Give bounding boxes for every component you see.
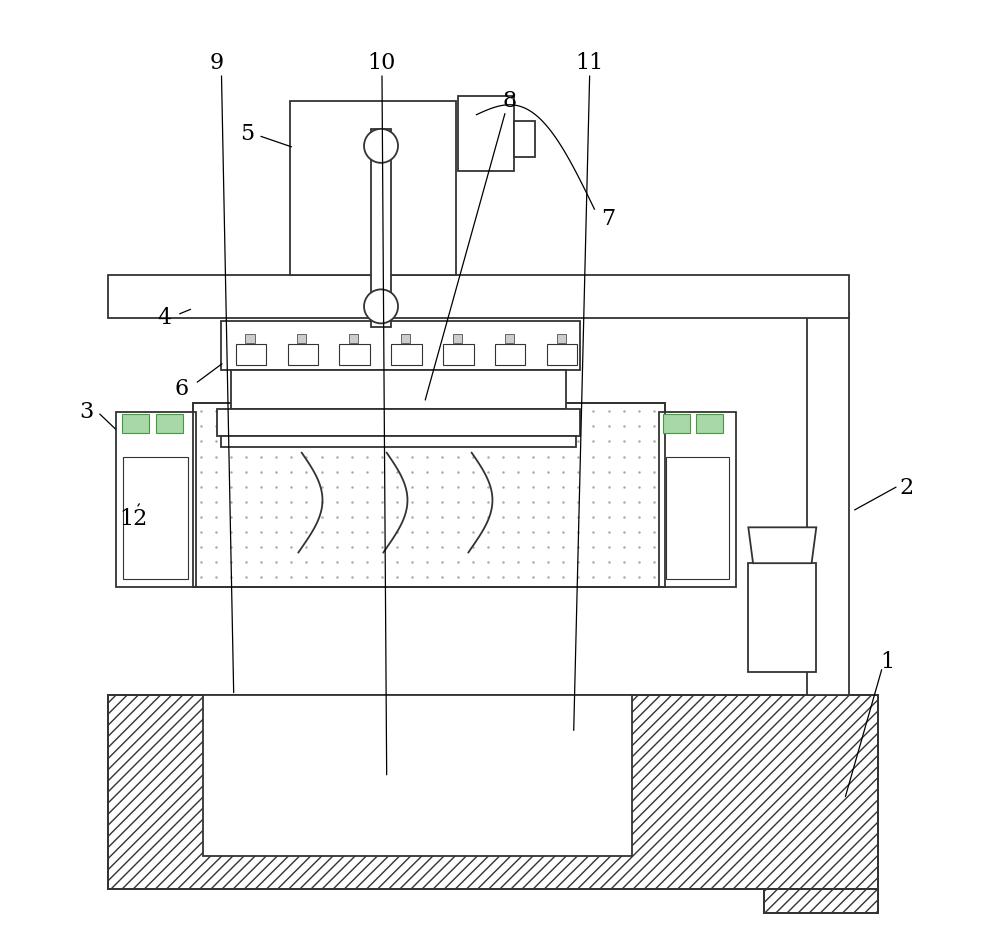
Bar — [245, 333, 255, 343]
Bar — [339, 344, 370, 365]
Bar — [443, 344, 474, 365]
Bar — [108, 276, 849, 317]
Bar — [371, 129, 391, 327]
Bar — [221, 436, 576, 447]
Bar — [193, 402, 665, 587]
Bar — [297, 333, 306, 343]
Bar — [764, 889, 878, 913]
Text: 1: 1 — [880, 652, 894, 673]
Bar — [221, 320, 580, 369]
Bar — [401, 333, 410, 343]
Bar — [458, 96, 514, 171]
Bar — [453, 333, 462, 343]
Bar — [236, 344, 266, 365]
Bar — [108, 695, 878, 889]
Bar — [659, 412, 736, 587]
Bar — [108, 695, 878, 889]
Bar — [514, 121, 535, 157]
Bar — [748, 563, 816, 671]
Bar — [288, 344, 318, 365]
Text: 3: 3 — [79, 402, 94, 423]
Text: 2: 2 — [899, 476, 913, 499]
Text: 4: 4 — [158, 307, 172, 329]
Circle shape — [364, 290, 398, 323]
Bar — [231, 369, 566, 409]
Bar — [217, 409, 580, 436]
Bar — [391, 344, 422, 365]
Bar — [764, 889, 878, 913]
Bar — [663, 414, 690, 433]
Text: 6: 6 — [175, 378, 189, 400]
Bar — [203, 695, 632, 856]
Text: 8: 8 — [502, 90, 517, 112]
Bar — [123, 456, 188, 580]
Bar — [349, 333, 358, 343]
Bar — [666, 456, 729, 580]
Polygon shape — [748, 527, 816, 563]
Text: 9: 9 — [210, 52, 224, 74]
Bar — [495, 344, 525, 365]
Bar — [156, 414, 183, 433]
Text: 11: 11 — [576, 52, 604, 74]
Bar — [505, 333, 514, 343]
Text: 7: 7 — [602, 207, 616, 229]
Bar — [290, 100, 456, 276]
Bar — [116, 412, 196, 587]
Bar — [122, 414, 149, 433]
Bar — [193, 402, 665, 587]
Bar — [557, 333, 566, 343]
Text: 10: 10 — [368, 52, 396, 74]
Bar — [807, 313, 849, 695]
Bar — [547, 344, 577, 365]
Bar — [696, 414, 723, 433]
Circle shape — [364, 129, 398, 163]
Text: 12: 12 — [120, 508, 148, 529]
Text: 5: 5 — [240, 122, 254, 145]
